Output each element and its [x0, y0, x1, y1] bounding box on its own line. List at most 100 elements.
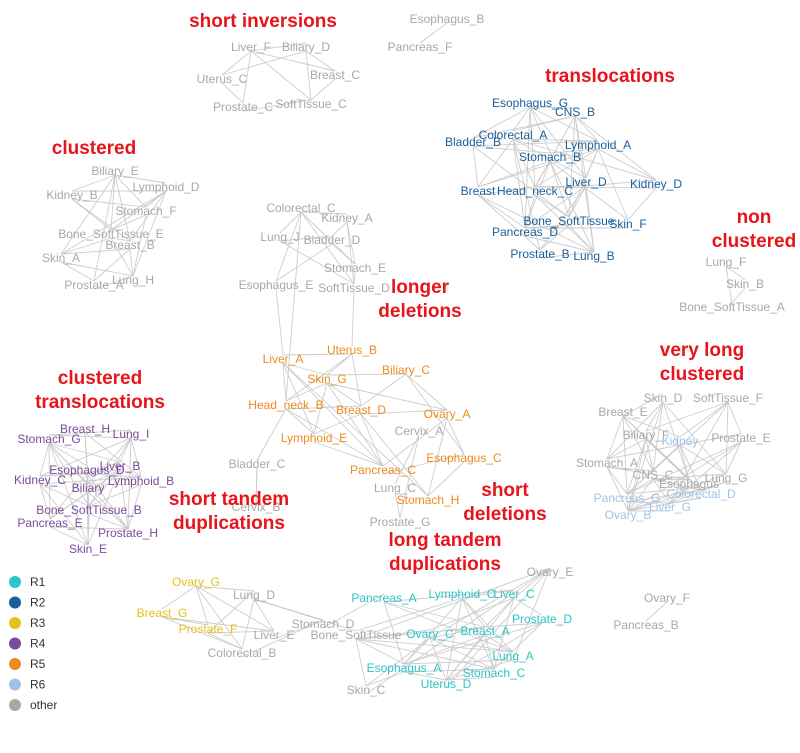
edge-long_tandem_duplications — [355, 638, 405, 665]
edge-long_tandem_duplications — [355, 597, 463, 632]
edge-very_long_clustered — [725, 401, 729, 475]
edge-longer_deletions — [313, 413, 362, 435]
edge-longer_deletions — [285, 408, 315, 435]
edge-longer_deletions — [285, 353, 353, 402]
edge-translocations — [549, 160, 570, 218]
edge-translocations — [512, 138, 599, 142]
edge-long_tandem_duplications — [383, 589, 515, 603]
edge-upper_middle — [331, 243, 356, 265]
edge-non_clustered — [725, 265, 746, 281]
node-esophagus-e: Esophagus_E — [239, 278, 314, 292]
cluster-title-clustered_translocations: clustered — [58, 368, 142, 389]
edge-clustered_translocations — [39, 483, 51, 520]
node-softtissue-c: SoftTissue_C — [275, 97, 347, 111]
edge-very_long_clustered — [652, 401, 664, 472]
edge-longer_deletions — [313, 382, 328, 435]
edge-translocations — [512, 138, 587, 179]
edge-clustered — [129, 248, 134, 277]
edge-longer_deletions — [405, 373, 448, 411]
edge-translocations — [472, 145, 570, 218]
node-stomach-a: Stomach_A — [576, 456, 638, 470]
edge-translocations — [477, 148, 599, 188]
node-lymphoid-e: Lymphoid_E — [281, 431, 347, 445]
node-pancreas-f: Pancreas_F — [388, 40, 453, 54]
node-lung-b: Lung_B — [573, 249, 614, 263]
edge-longer_deletions — [326, 382, 448, 411]
node-cervix-b: Cervix_B — [232, 500, 281, 514]
edge-clustered_translocations — [49, 526, 129, 530]
edge-clustered — [60, 261, 134, 277]
edge-clustered_translocations — [119, 437, 132, 463]
legend-swatch-r4 — [9, 637, 21, 650]
edge-long_tandem_duplications — [403, 637, 431, 665]
edge-short_tandem_duplications — [161, 616, 243, 650]
edge-very_long_clustered — [679, 444, 702, 491]
edge-clustered_translocations — [130, 437, 142, 478]
node-lung-i: Lung_I — [113, 427, 150, 441]
node-lymphoid-d: Lymphoid_D — [133, 180, 200, 194]
edge-clustered — [71, 198, 131, 242]
legend: R1 R2 R3 R4 R5 R6 other — [9, 575, 57, 712]
edge-upper_middle — [275, 243, 333, 282]
node-stomach-e: Stomach_E — [324, 261, 386, 275]
edge-clustered_translocations — [84, 432, 142, 478]
edge-clustered — [129, 190, 167, 242]
edge-longer_deletions — [446, 417, 465, 455]
edge-very_long_clustered — [627, 478, 654, 512]
edge-long_tandem_duplications — [365, 567, 551, 695]
node-pancreas-b: Pancreas_B — [613, 618, 678, 632]
edge-clustered_translocations — [48, 442, 88, 467]
edge-short_deletions — [394, 491, 401, 519]
cluster-title-non_clustered: non — [737, 207, 772, 228]
node-kidney-a: Kidney_A — [321, 211, 372, 225]
node-lung-c: Lung_C — [374, 481, 416, 495]
edge-clustered — [110, 214, 147, 231]
edge-long_tandem_duplications — [429, 567, 551, 639]
edge-very_long_clustered — [626, 478, 654, 495]
edge-long_tandem_duplications — [429, 637, 447, 681]
edge-very_long_clustered — [645, 438, 654, 472]
edge-long_tandem_duplications — [461, 597, 495, 670]
edge-clustered_translocations — [48, 432, 86, 436]
node-uterus-b: Uterus_B — [327, 343, 377, 357]
cluster-title-short_deletions: deletions — [463, 504, 546, 525]
edge-very_long_clustered — [626, 441, 742, 495]
edge-translocations — [529, 106, 599, 142]
edge-translocations — [534, 148, 599, 188]
edge-longer_deletions — [285, 408, 384, 467]
edge-longer_deletions — [351, 353, 362, 407]
node-pancreas-c: Pancreas_C — [350, 463, 416, 477]
node-skin-f: Skin_F — [609, 217, 646, 231]
edge-long_tandem_duplications — [383, 601, 405, 665]
edge-translocations — [477, 194, 526, 229]
node-uterus-d: Uterus_D — [421, 677, 472, 691]
edge-translocations — [568, 185, 587, 218]
edge-long_tandem_duplications — [493, 622, 543, 670]
edge-longer_deletions — [360, 373, 407, 407]
cluster-title-short_tandem_duplications: duplications — [173, 513, 285, 534]
edge-long_tandem_duplications — [403, 668, 495, 673]
edge-clustered_translocations — [49, 526, 89, 546]
node-biliary-c: Biliary_C — [382, 363, 430, 377]
edge-longer_deletions — [282, 362, 384, 467]
edge-translocations — [568, 148, 599, 218]
node-liver-a: Liver_A — [263, 352, 304, 366]
legend-label-r5: R5 — [30, 657, 46, 671]
edge-long_tandem_duplications — [445, 676, 495, 681]
edge-clustered — [110, 174, 116, 231]
edge-short_deletions — [394, 434, 420, 485]
node-skin-e: Skin_E — [69, 542, 107, 556]
edge-longer_deletions — [360, 409, 448, 415]
node-skin-a: Skin_A — [42, 251, 80, 265]
edge-upper_middle — [279, 211, 302, 234]
node-esophagus-a: Esophagus_A — [367, 661, 442, 675]
edge-cross-cluster — [285, 211, 302, 402]
node-stomach-f: Stomach_F — [115, 204, 176, 218]
edge-upper_middle — [279, 240, 355, 285]
edge-translocations — [534, 160, 551, 188]
node-bladder-b: Bladder_B — [445, 135, 501, 149]
edge-clustered_translocations — [86, 473, 129, 530]
edge-cross-cluster — [256, 408, 287, 461]
node-cns-b: CNS_B — [555, 105, 595, 119]
edge-translocations — [539, 185, 587, 251]
